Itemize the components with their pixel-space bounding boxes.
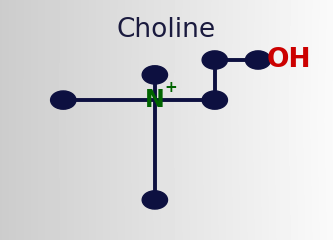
Text: N: N <box>145 88 165 112</box>
Text: OH: OH <box>266 47 311 73</box>
Text: +: + <box>165 80 177 95</box>
Circle shape <box>202 51 227 69</box>
Circle shape <box>245 51 271 69</box>
Text: Choline: Choline <box>117 17 216 43</box>
Circle shape <box>202 91 227 109</box>
Circle shape <box>51 91 76 109</box>
Circle shape <box>142 66 167 84</box>
Circle shape <box>142 191 167 209</box>
